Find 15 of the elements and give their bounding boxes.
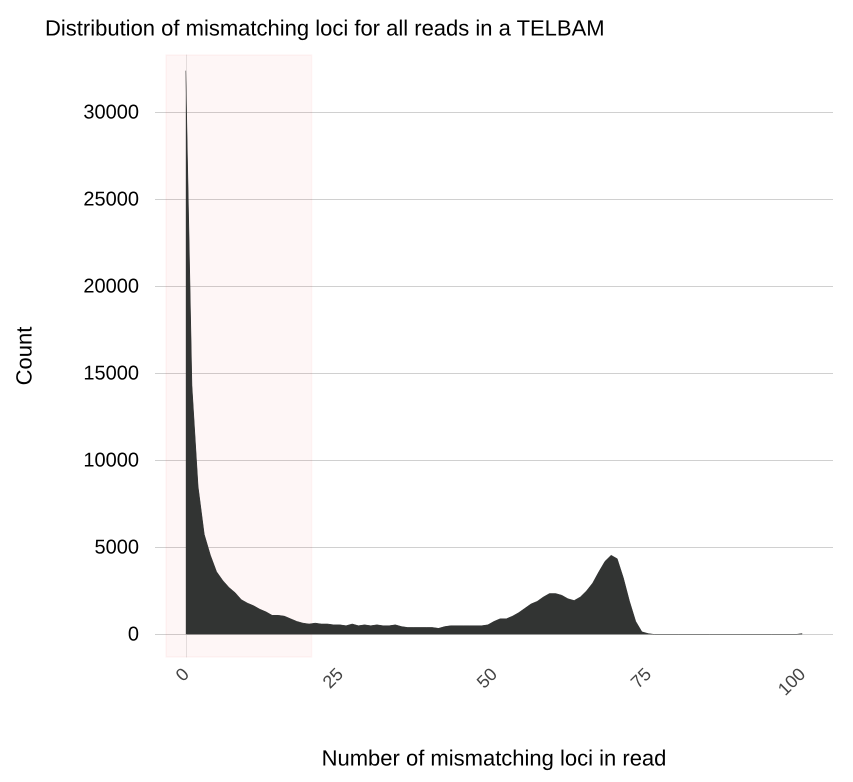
y-tick-label: 10000 [83,449,139,472]
x-tick-label: 75 [626,664,656,692]
y-axis-title: Count [12,326,36,386]
x-tick-label: 50 [472,664,502,692]
chart-title: Distribution of mismatching loci for all reads in a TELBAM [45,16,605,40]
y-tick-label: 0 [128,623,139,646]
x-tick-label: 0 [172,664,193,686]
y-tick-label: 5000 [94,536,139,558]
y-tick-label: 15000 [83,362,139,384]
x-tick-label: 25 [318,664,347,692]
x-tick-label: 100 [774,664,810,700]
y-tick-label: 25000 [83,188,139,210]
y-tick-label: 20000 [83,275,139,298]
y-tick-label: 30000 [83,101,139,124]
x-axis-title: Number of mismatching loci in read [322,746,666,770]
